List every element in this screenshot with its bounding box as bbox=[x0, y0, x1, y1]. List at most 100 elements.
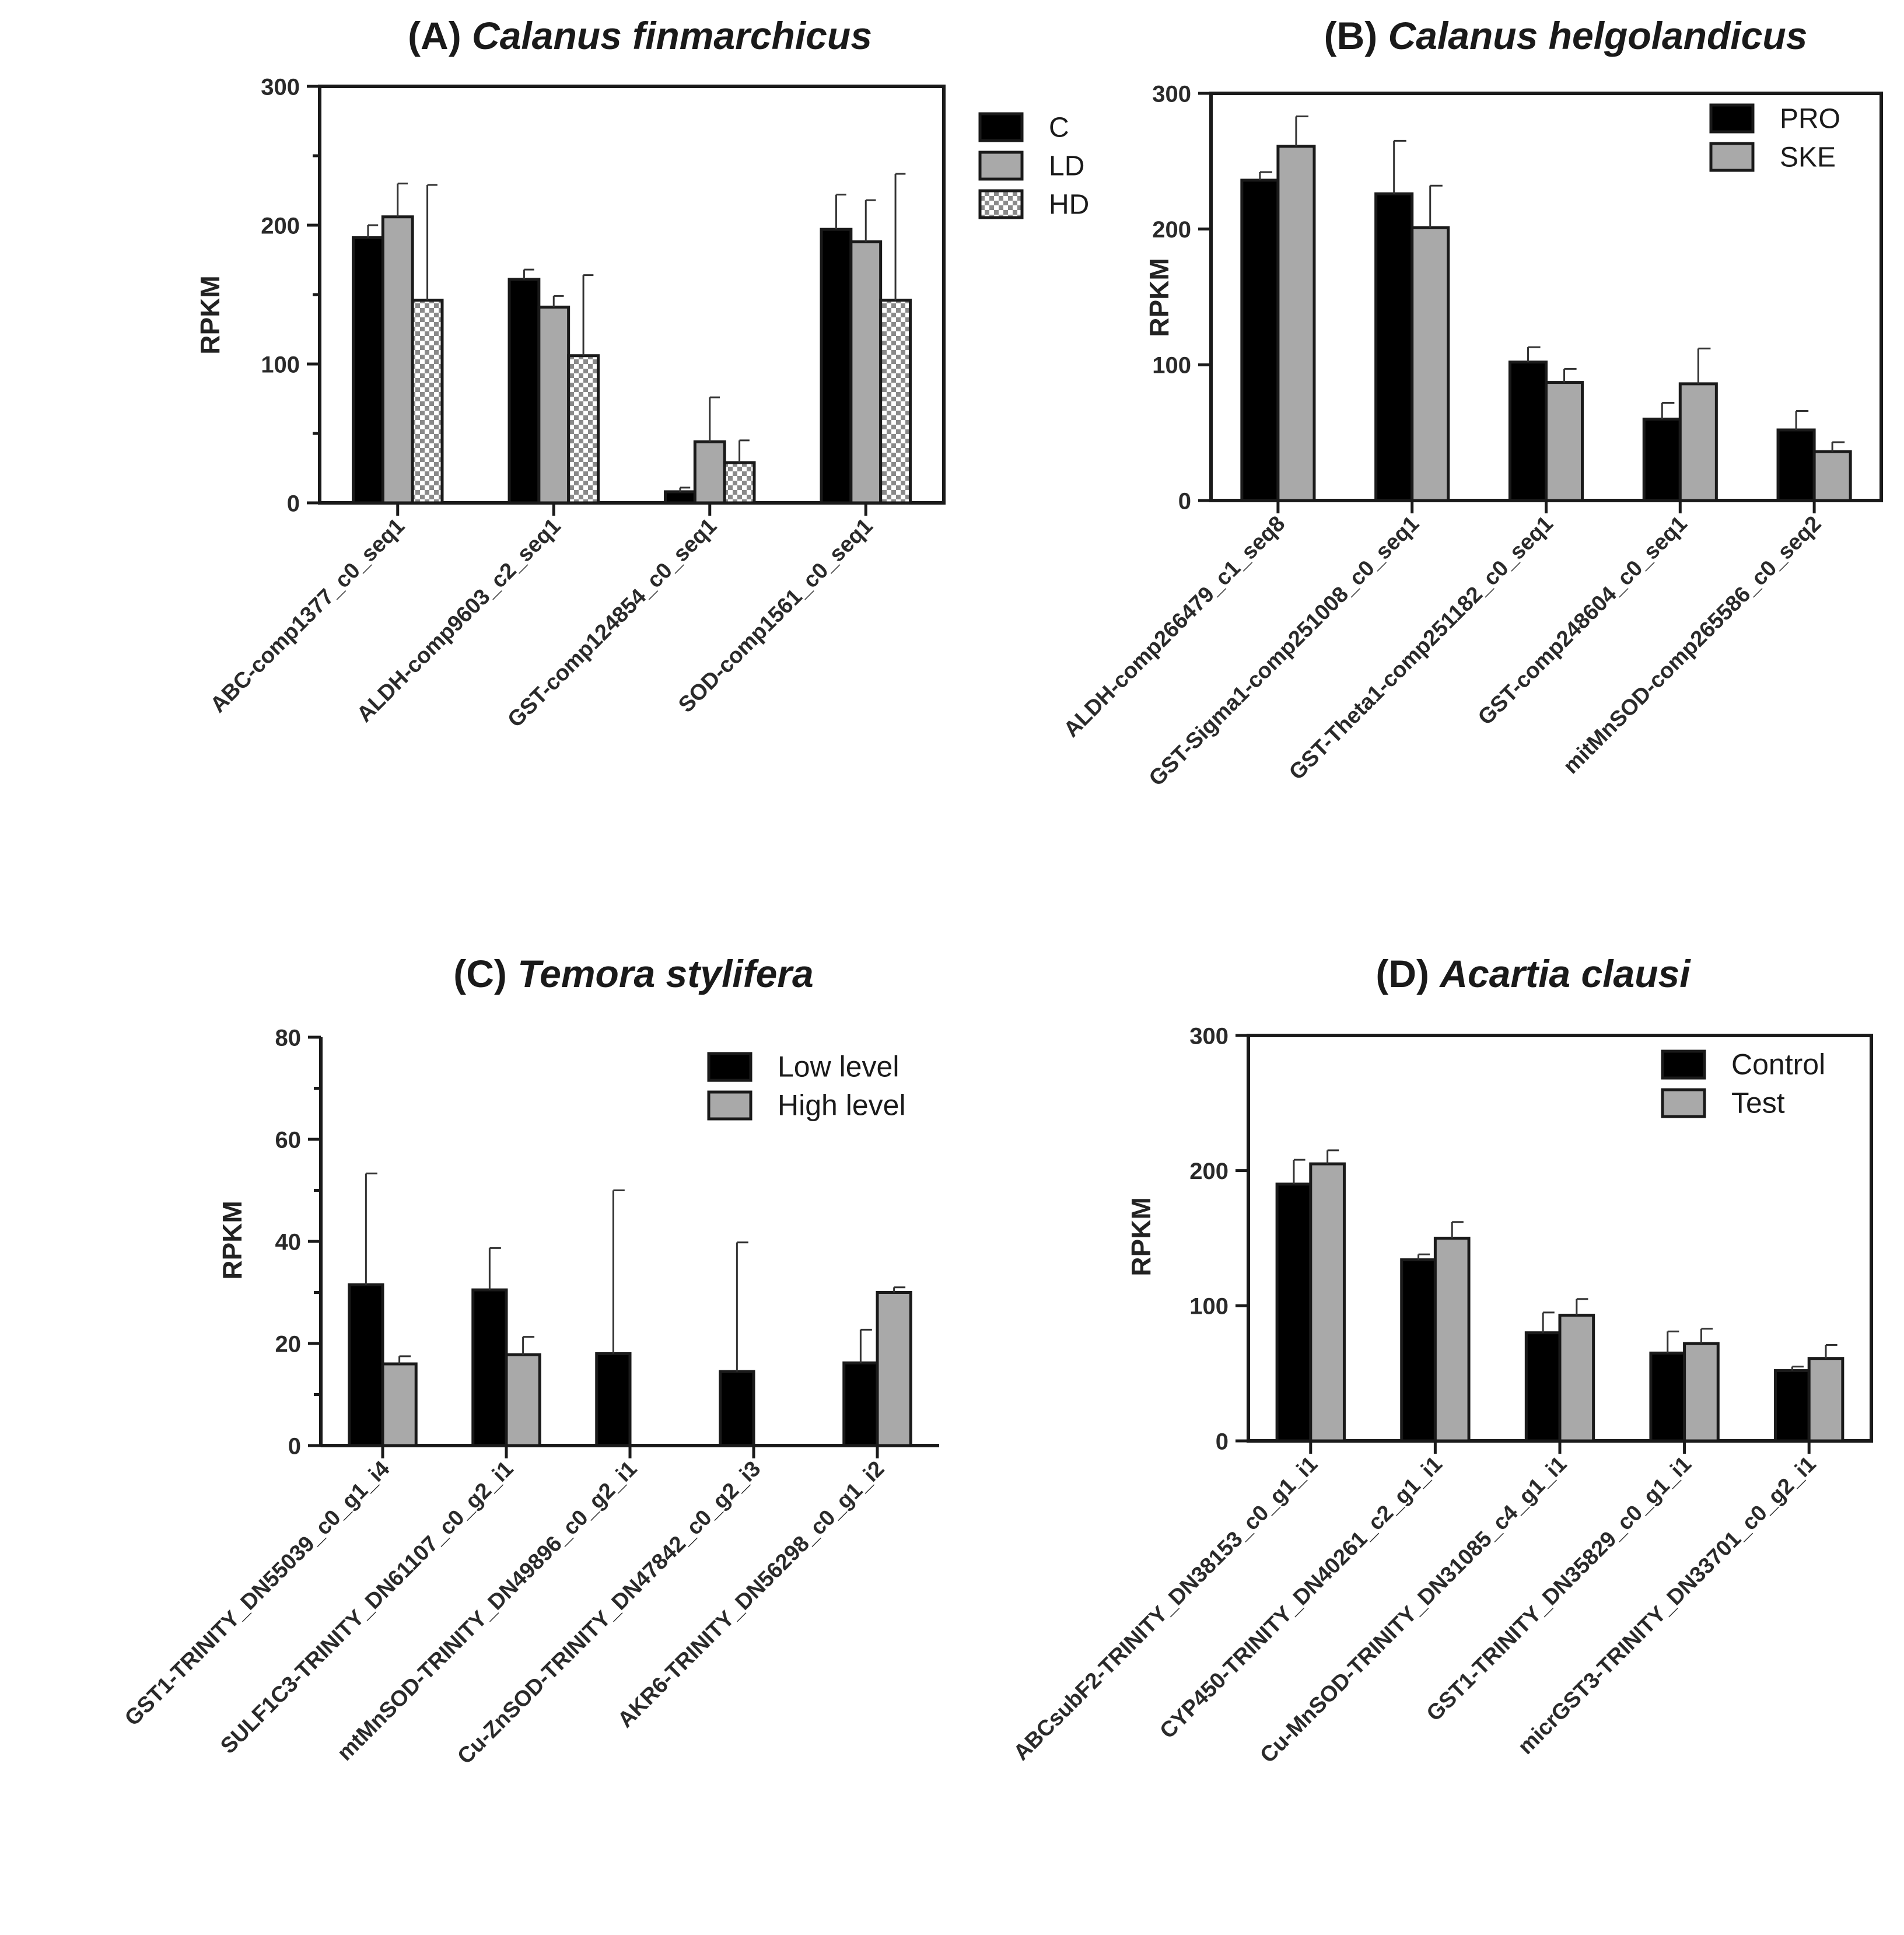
panel-b-y-tick-label: 300 bbox=[1152, 81, 1191, 107]
panel-c-y-tick-label: 80 bbox=[275, 1025, 302, 1051]
panel-b-y-tick-label: 0 bbox=[1178, 488, 1191, 514]
panel-c-bar-low-level-3 bbox=[595, 1352, 632, 1447]
panel-b-bar-ske-4 bbox=[1678, 382, 1718, 502]
panel-c-legend-label-high-level: High level bbox=[778, 1089, 906, 1122]
panel-d-bar-test-1 bbox=[1309, 1162, 1346, 1443]
panel-c-category-label: GST1-TRINITY_DN55039_c0_g1_i4 bbox=[120, 1457, 394, 1731]
panel-c-y-axis-label: RPKM bbox=[217, 1201, 247, 1279]
panel-c-y-tick-label: 0 bbox=[288, 1433, 301, 1459]
panel-d-bar-control-3 bbox=[1524, 1331, 1562, 1443]
panel-b-bar-pro-1 bbox=[1240, 179, 1280, 502]
panel-a-legend-swatch-hd bbox=[978, 189, 1024, 219]
panel-d-bar-control-1 bbox=[1275, 1182, 1312, 1443]
panel-d-title: (D) Acartia clausi bbox=[1376, 952, 1691, 995]
panel-a-y-tick-label: 0 bbox=[287, 491, 300, 516]
panel-c-y-tick-label: 40 bbox=[275, 1229, 302, 1255]
panel-b-bar-ske-3 bbox=[1545, 381, 1584, 502]
panel-d-bar-control-2 bbox=[1400, 1258, 1437, 1443]
panel-a-y-axis-label: RPKM bbox=[195, 275, 225, 354]
panel-d-bar-control-5 bbox=[1774, 1369, 1811, 1443]
panel-a-bar-c-1 bbox=[352, 236, 384, 505]
panel-a-title: (A) Calanus finmarchicus bbox=[408, 14, 872, 57]
panel-b-legend-swatch-ske bbox=[1709, 142, 1755, 172]
panel-b-title: (B) Calanus helgolandicus bbox=[1324, 14, 1808, 57]
panel-b-bar-pro-3 bbox=[1508, 361, 1548, 502]
panel-a-y-tick-label: 200 bbox=[261, 213, 300, 239]
panel-b-bar-ske-2 bbox=[1410, 226, 1450, 502]
panel-d-category-label: CYP450-TRINITY_DN40261_c2_g1_i1 bbox=[1156, 1452, 1447, 1744]
panel-a-bar-c-3 bbox=[664, 490, 696, 505]
panel-d-y-tick-label: 200 bbox=[1189, 1159, 1228, 1184]
panel-b-bar-pro-5 bbox=[1776, 428, 1816, 502]
panel-b-y-axis-label: RPKM bbox=[1144, 258, 1174, 337]
panel-c-bar-low-level-5 bbox=[842, 1361, 879, 1447]
panel-c-legend-label-low-level: Low level bbox=[778, 1051, 899, 1083]
panel-a-bar-c-2 bbox=[508, 278, 541, 505]
panel-a-y-tick-label: 300 bbox=[261, 74, 300, 100]
panel-d-bar-test-2 bbox=[1433, 1237, 1471, 1443]
panel-b-category-label: GST-Sigma1-comp251008_c0_seq1 bbox=[1144, 512, 1424, 791]
panel-b-bar-pro-2 bbox=[1374, 192, 1414, 502]
panel-d-acartia-clausi: (D) Acartia clausi RPKM 0100200300ABCsub… bbox=[1009, 952, 1873, 1768]
panel-b-legend-label-pro: PRO bbox=[1780, 104, 1840, 135]
panel-d-bar-test-5 bbox=[1807, 1357, 1845, 1443]
panel-d-legend-label-control: Control bbox=[1731, 1048, 1825, 1081]
panel-a-bar-ld-1 bbox=[381, 215, 414, 505]
panel-b-legend-swatch-pro bbox=[1709, 103, 1755, 134]
panel-b-category-label: mitMnSOD-comp265586_c0_seq2 bbox=[1559, 512, 1826, 779]
panel-a-bar-hd-2 bbox=[567, 354, 600, 505]
panel-a-legend-label-hd: HD bbox=[1049, 190, 1089, 221]
panel-d-bar-control-4 bbox=[1649, 1351, 1686, 1443]
panel-b-y-tick-label: 200 bbox=[1152, 217, 1191, 243]
panel-d-y-tick-label: 0 bbox=[1216, 1429, 1228, 1454]
panel-c-legend-swatch-low-level bbox=[707, 1052, 752, 1082]
panel-d-title-prefix: (D) bbox=[1376, 952, 1440, 995]
panel-a-legend-label-ld: LD bbox=[1049, 151, 1084, 182]
panel-b-title-prefix: (B) bbox=[1324, 14, 1388, 57]
panel-c-bar-low-level-2 bbox=[471, 1288, 508, 1447]
panel-c-y-tick-label: 60 bbox=[275, 1127, 302, 1153]
panel-b-bar-ske-1 bbox=[1276, 145, 1316, 502]
panel-b-category-label: ALDH-comp266479_c1_seq8 bbox=[1059, 512, 1290, 743]
panel-c-title-prefix: (C) bbox=[453, 952, 517, 995]
panel-c-bar-high-level-5 bbox=[876, 1291, 912, 1447]
panel-d-legend-swatch-test bbox=[1661, 1088, 1706, 1118]
panel-a-legend-label-c: C bbox=[1049, 113, 1069, 144]
panel-a-legend-swatch-c bbox=[978, 112, 1024, 142]
panel-b-bar-pro-4 bbox=[1642, 417, 1682, 502]
panel-d-y-tick-label: 300 bbox=[1189, 1023, 1228, 1049]
panel-a-bar-ld-2 bbox=[537, 305, 570, 505]
panel-b-bar-ske-5 bbox=[1812, 450, 1852, 502]
panel-d-y-tick-label: 100 bbox=[1189, 1294, 1228, 1320]
panel-a-legend-swatch-ld bbox=[978, 151, 1024, 181]
panel-b-category-label: GST-comp248604_c0_seq1 bbox=[1474, 512, 1692, 730]
panel-d-bar-test-4 bbox=[1683, 1342, 1720, 1443]
panel-d-category-label: GST1-TRINITY_DN35829_c0_g1_i1 bbox=[1422, 1452, 1696, 1726]
panel-b-legend-label-ske: SKE bbox=[1780, 142, 1836, 173]
panel-c-bar-low-level-1 bbox=[348, 1283, 384, 1447]
panel-a-bar-hd-3 bbox=[723, 461, 756, 505]
panel-a-bar-c-4 bbox=[820, 228, 853, 505]
panel-b-calanus-helgolandicus: (B) Calanus helgolandicus RPKM 0 100 200 30… bbox=[1059, 14, 1883, 791]
panel-d-legend-swatch-control bbox=[1661, 1049, 1706, 1080]
panel-c-title-species: Temora stylifera bbox=[517, 952, 813, 995]
panel-a-calanus-finmarchicus: (A) Calanus finmarchicus RPKM 0 100 200 300… bbox=[195, 14, 1089, 732]
panel-c-legend-swatch-high-level bbox=[707, 1090, 752, 1121]
panel-a-bar-hd-4 bbox=[879, 299, 912, 505]
panel-a-title-species: Calanus finmarchicus bbox=[472, 14, 872, 57]
panel-c-bar-high-level-1 bbox=[381, 1362, 418, 1447]
panel-d-legend-label-test: Test bbox=[1731, 1087, 1785, 1119]
panel-a-bar-hd-1 bbox=[411, 299, 444, 505]
panel-c-bar-high-level-2 bbox=[505, 1353, 541, 1447]
panel-b-category-label: GST-Theta1-comp251182_c0_seq1 bbox=[1284, 512, 1558, 785]
panel-b-y-tick-label: 100 bbox=[1152, 353, 1191, 379]
panel-c-y-tick-label: 20 bbox=[275, 1331, 302, 1357]
panel-c-title: (C) Temora stylifera bbox=[453, 952, 813, 995]
panel-a-bar-ld-4 bbox=[849, 240, 883, 505]
panel-d-y-axis-label: RPKM bbox=[1126, 1197, 1156, 1276]
panel-a-y-tick-label: 100 bbox=[261, 352, 300, 377]
panel-c-temora-stylifera: (C) Temora stylifera RPKM 0 20 40 60 80 GST1-… bbox=[120, 952, 939, 1769]
panel-a-title-prefix: (A) bbox=[408, 14, 472, 57]
panel-d-bar-test-3 bbox=[1558, 1314, 1595, 1443]
